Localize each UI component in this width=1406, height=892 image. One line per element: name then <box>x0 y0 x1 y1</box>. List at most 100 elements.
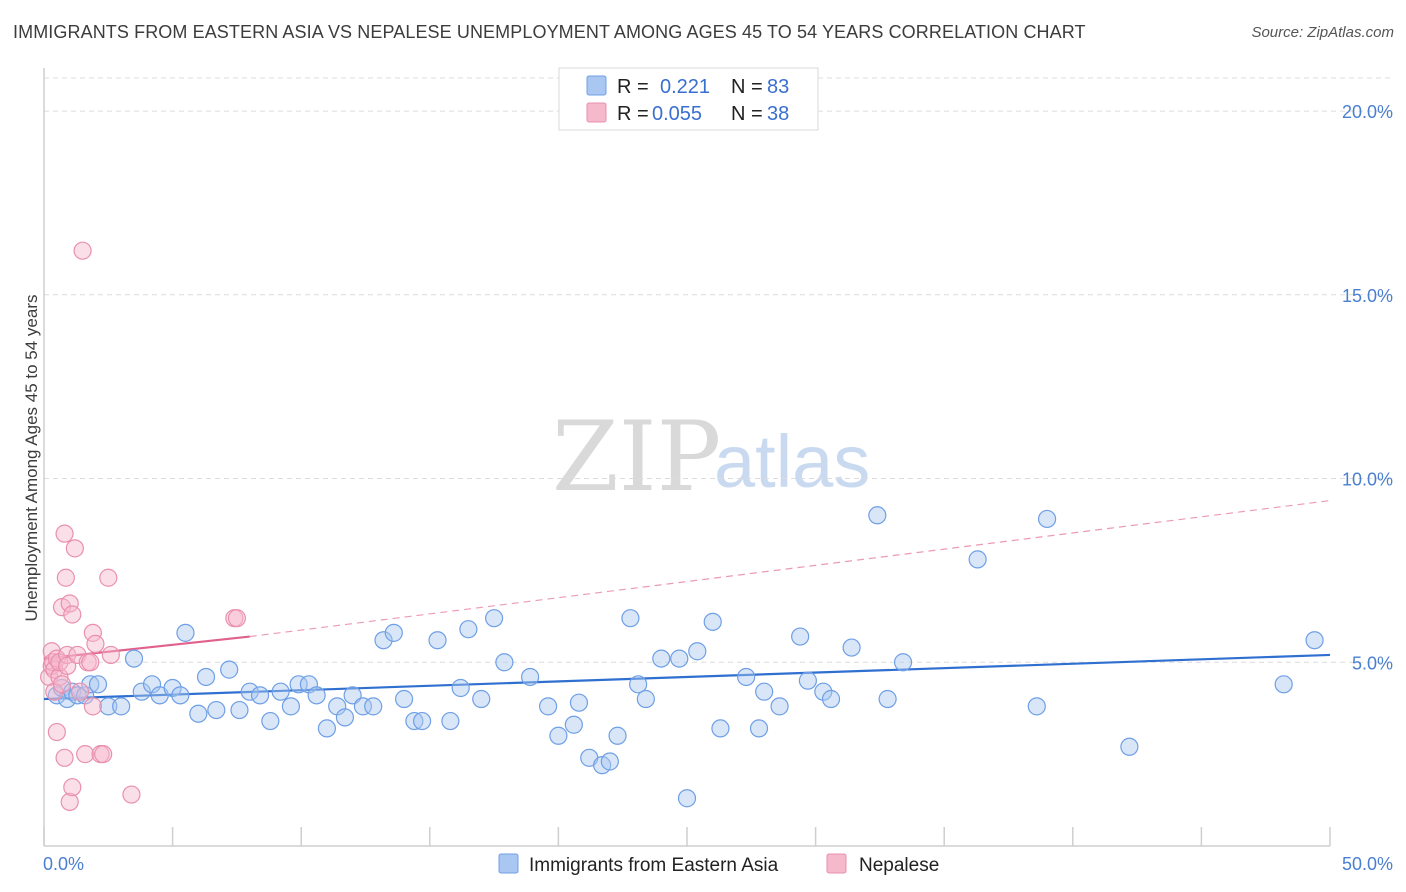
point-eastern-asia-46 <box>485 609 504 628</box>
point-eastern-asia-56 <box>608 726 627 745</box>
point-eastern-asia-32 <box>335 708 355 727</box>
point-eastern-asia-67 <box>749 719 769 738</box>
grid <box>44 77 1393 663</box>
point-eastern-asia-47 <box>495 653 514 672</box>
point-eastern-asia-49 <box>539 697 558 716</box>
legend-r-label-2: R = <box>617 103 649 125</box>
data-points <box>40 241 1324 812</box>
point-nepalese-14 <box>56 568 75 587</box>
y-axis-title: Unemployment Among Ages 45 to 54 years <box>22 295 41 622</box>
point-nepalese-37 <box>227 609 246 628</box>
point-eastern-asia-25 <box>271 682 290 701</box>
legend-r-value-1: 0.221 <box>660 76 710 98</box>
point-nepalese-13 <box>55 524 74 543</box>
axes <box>43 68 1331 847</box>
point-eastern-asia-36 <box>374 631 393 650</box>
point-eastern-asia-57 <box>621 609 640 628</box>
point-nepalese-35 <box>122 785 141 804</box>
point-eastern-asia-43 <box>451 678 470 698</box>
point-nepalese-27 <box>81 653 100 672</box>
point-eastern-asia-34 <box>353 697 373 716</box>
point-eastern-asia-71 <box>798 671 817 690</box>
point-eastern-asia-82 <box>1274 675 1293 694</box>
point-eastern-asia-52 <box>569 693 589 712</box>
point-eastern-asia-17 <box>189 704 208 723</box>
legend-bottom-label-eastern-asia: Immigrants from Eastern Asia <box>529 855 779 876</box>
point-eastern-asia-75 <box>868 506 887 525</box>
point-nepalese-23 <box>70 682 90 701</box>
legend-swatch-eastern-asia <box>586 75 607 96</box>
point-eastern-asia-55 <box>600 752 619 771</box>
point-eastern-asia-35 <box>364 697 383 716</box>
point-eastern-asia-42 <box>441 711 460 731</box>
watermark-zip: ZIP <box>552 401 721 513</box>
point-eastern-asia-74 <box>842 638 861 657</box>
point-nepalese-17 <box>60 594 79 613</box>
legend-r-label-1: R = <box>617 76 649 98</box>
point-eastern-asia-64 <box>703 612 722 631</box>
point-eastern-asia-22 <box>240 682 259 701</box>
watermark: ZIP atlas <box>552 401 870 513</box>
y-tick-label-20: 20.0% <box>1342 102 1393 122</box>
point-nepalese-6 <box>47 722 66 742</box>
point-eastern-asia-62 <box>677 789 697 808</box>
legend-bottom-label-nepalese: Nepalese <box>859 855 939 876</box>
point-eastern-asia-51 <box>564 715 583 734</box>
point-eastern-asia-45 <box>472 689 491 709</box>
point-eastern-asia-8 <box>99 697 118 716</box>
point-eastern-asia-26 <box>281 697 301 716</box>
point-eastern-asia-63 <box>688 642 707 661</box>
x-tick-label-min: 0.0% <box>43 854 84 874</box>
point-eastern-asia-78 <box>968 550 987 569</box>
point-eastern-asia-83 <box>1305 631 1324 650</box>
point-eastern-asia-10 <box>124 649 144 668</box>
point-eastern-asia-11 <box>132 682 151 701</box>
legend-series: Immigrants from Eastern Asia Nepalese <box>498 853 939 876</box>
watermark-atlas: atlas <box>714 420 870 503</box>
legend-n-label-2: N = <box>731 103 763 125</box>
point-eastern-asia-50 <box>549 726 568 745</box>
point-eastern-asia-79 <box>1027 697 1046 716</box>
series-eastern-asia <box>47 506 1324 808</box>
legend-n-value-1: 83 <box>767 76 789 98</box>
point-eastern-asia-20 <box>220 660 239 679</box>
point-eastern-asia-44 <box>459 620 478 639</box>
legend-r-value-2: 0.055 <box>652 103 702 125</box>
point-eastern-asia-60 <box>652 649 671 668</box>
point-nepalese-19 <box>63 778 82 797</box>
point-nepalese-11 <box>52 675 72 694</box>
tick-labels: 5.0% 10.0% 15.0% 20.0% 0.0% 50.0% <box>43 102 1393 874</box>
point-eastern-asia-80 <box>1037 509 1057 529</box>
y-tick-label-5: 5.0% <box>1352 653 1393 673</box>
point-eastern-asia-65 <box>711 719 730 738</box>
point-eastern-asia-48 <box>521 667 540 687</box>
point-eastern-asia-69 <box>770 697 789 716</box>
point-nepalese-21 <box>65 539 84 558</box>
x-tick-label-max: 50.0% <box>1342 854 1393 874</box>
y-tick-label-10: 10.0% <box>1342 470 1393 490</box>
trend-line-nepalese <box>43 635 250 660</box>
point-eastern-asia-23 <box>250 686 270 705</box>
point-nepalese-25 <box>76 745 95 764</box>
chart-title: IMMIGRANTS FROM EASTERN ASIA VS NEPALESE… <box>13 22 1086 42</box>
legend-bottom-swatch-nepalese <box>826 853 847 874</box>
point-nepalese-28 <box>83 697 102 716</box>
point-eastern-asia-39 <box>405 711 424 731</box>
point-eastern-asia-37 <box>384 623 403 642</box>
point-eastern-asia-61 <box>670 649 689 668</box>
y-tick-label-15: 15.0% <box>1342 286 1393 306</box>
point-eastern-asia-59 <box>636 689 655 709</box>
point-nepalese-18 <box>60 792 79 812</box>
point-nepalese-30 <box>86 634 105 653</box>
point-nepalese-32 <box>94 745 113 764</box>
point-nepalese-34 <box>101 645 120 665</box>
point-eastern-asia-6 <box>81 675 100 694</box>
point-eastern-asia-16 <box>176 623 195 642</box>
point-eastern-asia-21 <box>230 700 249 720</box>
point-nepalese-12 <box>55 748 74 767</box>
point-eastern-asia-27 <box>289 675 308 694</box>
point-eastern-asia-73 <box>821 689 841 709</box>
point-nepalese-33 <box>99 568 118 587</box>
point-eastern-asia-18 <box>196 667 216 687</box>
